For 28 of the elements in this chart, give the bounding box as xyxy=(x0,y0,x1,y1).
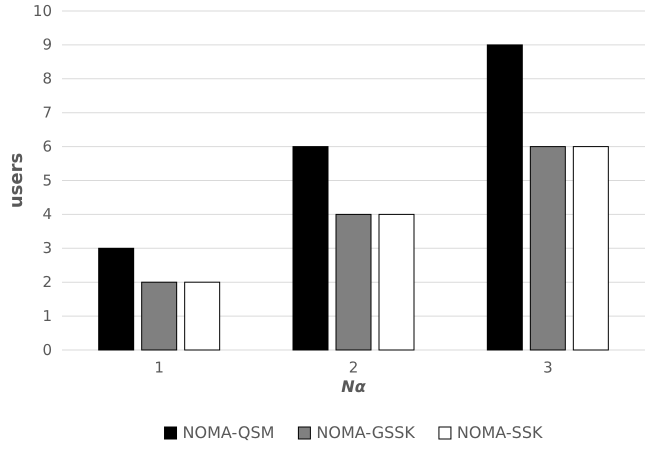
x-tick-label: 3 xyxy=(543,358,553,377)
y-tick-label: 2 xyxy=(42,273,52,291)
bar xyxy=(378,214,414,350)
y-tick-label: 10 xyxy=(32,2,52,20)
y-tick-label: 1 xyxy=(42,306,52,325)
legend-label: NOMA-SSK xyxy=(456,423,543,442)
y-tick-label: 7 xyxy=(42,104,52,122)
bar xyxy=(184,282,220,350)
bar xyxy=(530,146,566,350)
bar xyxy=(336,214,372,350)
bar xyxy=(486,44,523,350)
y-tick-label: 0 xyxy=(42,340,52,359)
y-tick-label: 9 xyxy=(42,36,52,54)
legend-label: NOMA-GSSK xyxy=(316,423,416,442)
bar xyxy=(98,248,134,350)
y-tick-label: 4 xyxy=(42,205,52,224)
y-tick-label: 5 xyxy=(42,171,52,190)
bar xyxy=(141,282,178,350)
x-tick-label: 2 xyxy=(348,358,358,377)
y-tick-label: 8 xyxy=(42,70,52,88)
y-axis-title: users xyxy=(6,152,27,208)
y-tick-label: 3 xyxy=(42,239,52,258)
y-tick-label: 6 xyxy=(42,137,52,156)
x-axis-title: Nα xyxy=(341,377,367,396)
bar xyxy=(572,146,609,350)
bar xyxy=(292,146,328,350)
x-tick-label: 1 xyxy=(154,358,164,377)
legend-label: NOMA-QSM xyxy=(182,423,274,442)
